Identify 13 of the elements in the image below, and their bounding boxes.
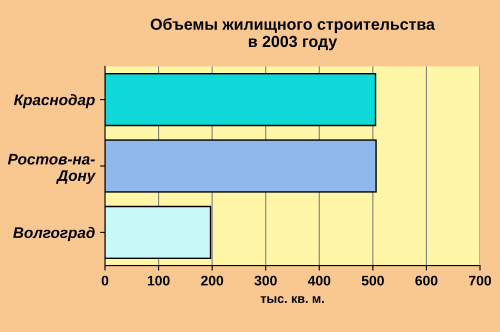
x-tick-label: 100 bbox=[148, 276, 170, 286]
x-tick-label: 500 bbox=[362, 276, 384, 286]
y-tick-label: Краснодар bbox=[14, 94, 95, 108]
x-axis-title: тыс. кв. м. bbox=[260, 296, 324, 304]
chart-title: Объемы жилищного строительства в 2003 году bbox=[150, 18, 435, 50]
x-tick-label: 300 bbox=[254, 276, 277, 286]
x-tick-label: 600 bbox=[415, 276, 438, 286]
x-tick-label: 200 bbox=[201, 276, 224, 286]
x-tick-label: 700 bbox=[469, 276, 492, 286]
x-tick-label: 0 bbox=[102, 276, 108, 286]
y-tick-label: Волгоград bbox=[13, 226, 95, 242]
x-tick-label: 400 bbox=[308, 276, 330, 286]
y-tick-label: Ростов-на- Дону bbox=[8, 154, 96, 184]
